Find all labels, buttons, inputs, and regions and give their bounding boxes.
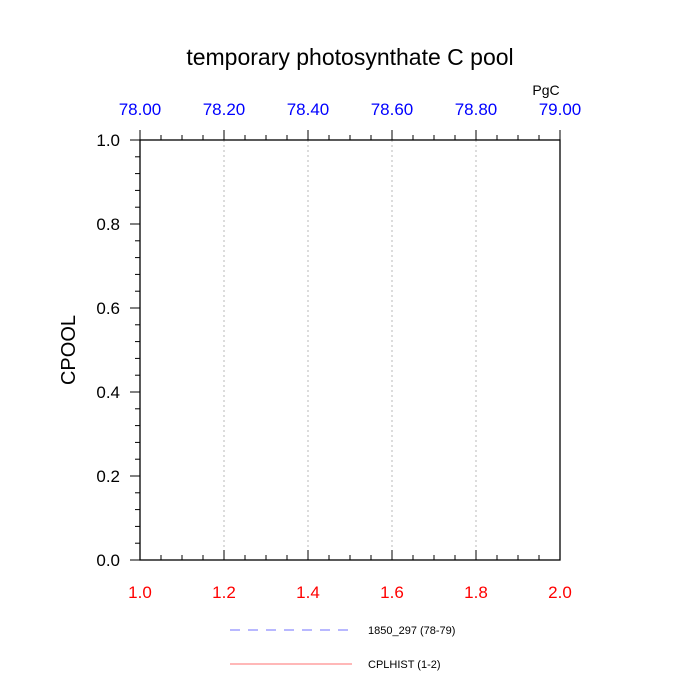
axis-ticks [130,130,561,561]
y-axis-label: CPOOL [58,315,80,385]
y-tick-label: 0.0 [96,551,120,570]
y-tick-label: 1.0 [96,131,120,150]
legend-label: 1850_297 (78-79) [368,625,455,637]
plot-frame [139,139,561,561]
y-tick-label: 0.8 [96,215,120,234]
vertical-grid [223,140,477,560]
x-bottom-tick-label: 1.8 [464,583,488,602]
x-top-tick-label: 79.00 [539,100,582,119]
x-bottom-tick-label: 1.0 [128,583,152,602]
x-bottom-tick-label: 1.2 [212,583,236,602]
x-bottom-tick-label: 1.6 [380,583,404,602]
x-bottom-tick-label: 2.0 [548,583,572,602]
legend-label: CPLHIST (1-2) [368,659,441,671]
tick-labels: 1.0 1.2 1.4 1.6 1.8 2.0 78.00 78.20 78.40 78.60 78… [96,100,581,602]
chart-title: temporary photosynthate C pool [186,44,513,70]
legend: 1850_297 (78-79) CPLHIST (1-2) [230,625,455,671]
y-tick-label: 0.6 [96,299,120,318]
x-bottom-tick-label: 1.4 [296,583,320,602]
x-top-tick-label: 78.80 [455,100,498,119]
x-top-tick-label: 78.00 [119,100,162,119]
y-tick-label: 0.4 [96,383,120,402]
x-top-tick-label: 78.20 [203,100,246,119]
x-top-tick-label: 78.40 [287,100,330,119]
y-tick-label: 0.2 [96,467,120,486]
top-axis-unit: PgC [532,82,559,98]
x-top-tick-label: 78.60 [371,100,414,119]
